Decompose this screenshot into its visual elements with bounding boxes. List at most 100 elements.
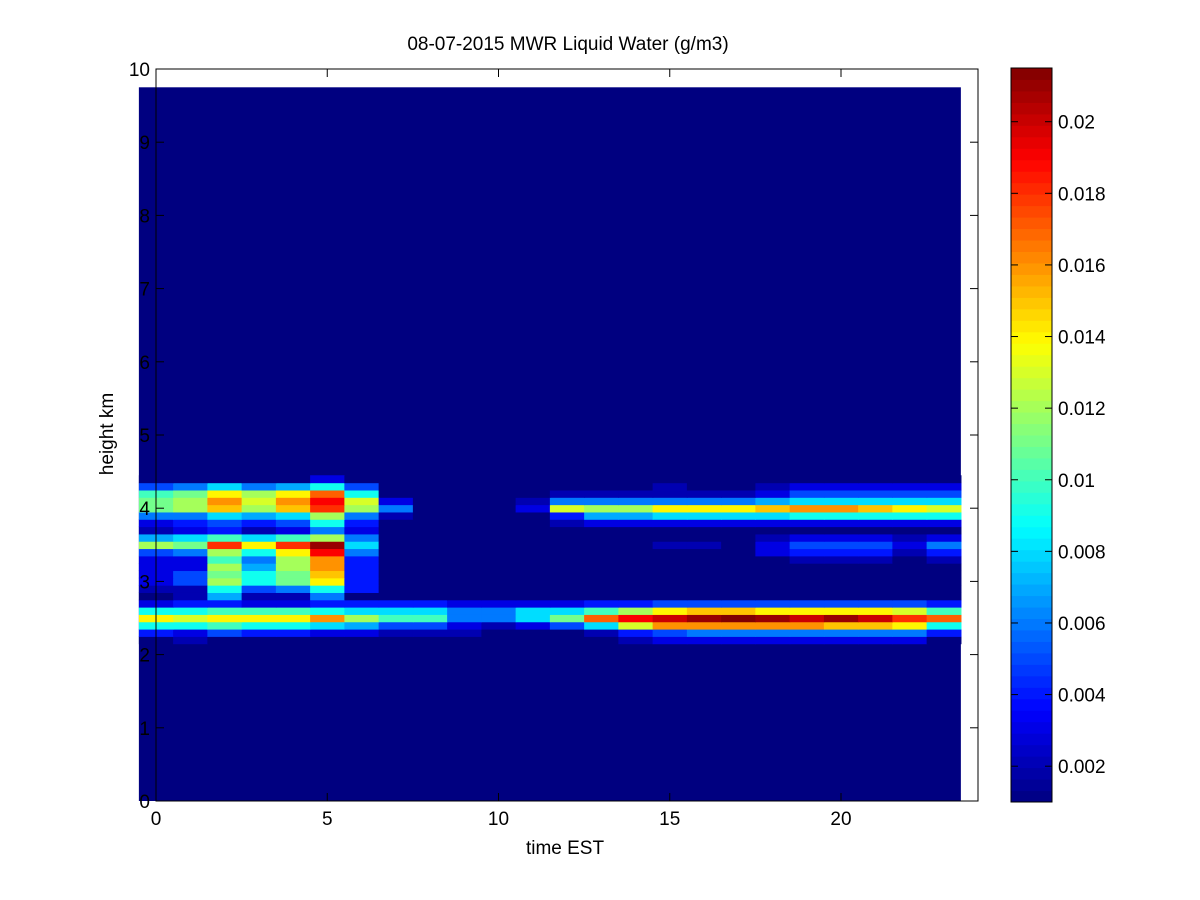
heatmap-cell bbox=[755, 511, 791, 520]
heatmap-cell bbox=[686, 563, 722, 572]
heatmap-cell bbox=[344, 541, 380, 550]
heatmap-cell bbox=[241, 607, 277, 615]
colorbar-band bbox=[1011, 389, 1052, 402]
heatmap-cell bbox=[755, 555, 791, 564]
heatmap-cell bbox=[926, 475, 962, 484]
heatmap-cell bbox=[721, 497, 756, 506]
heatmap-cell bbox=[344, 526, 380, 535]
heatmap-cell bbox=[378, 497, 414, 506]
heatmap-cell bbox=[447, 504, 482, 513]
heatmap-cell bbox=[412, 607, 448, 615]
heatmap-cell bbox=[755, 519, 791, 528]
heatmap-cell bbox=[686, 585, 722, 593]
heatmap-cell bbox=[823, 555, 859, 564]
heatmap-cell bbox=[926, 570, 962, 579]
y-tick-label: 2 bbox=[139, 646, 150, 667]
heatmap-cell bbox=[618, 592, 654, 601]
heatmap-cell bbox=[789, 519, 825, 528]
heatmap-cell bbox=[173, 628, 208, 637]
heatmap-cell bbox=[755, 475, 791, 484]
heatmap-cells bbox=[138, 87, 962, 802]
heatmap-cell bbox=[926, 592, 962, 601]
heatmap-cell bbox=[652, 475, 688, 484]
heatmap-cell bbox=[412, 585, 448, 593]
heatmap-cell bbox=[652, 497, 688, 506]
heatmap-cell bbox=[549, 482, 585, 491]
heatmap-cell bbox=[378, 548, 414, 557]
heatmap-cell bbox=[447, 497, 482, 506]
heatmap-cell bbox=[618, 585, 654, 593]
heatmap-cell bbox=[755, 482, 791, 491]
heatmap-cell bbox=[618, 541, 654, 550]
heatmap-cell bbox=[378, 577, 414, 586]
heatmap-background-field bbox=[138, 87, 961, 802]
heatmap-cell bbox=[618, 548, 654, 557]
heatmap-cell bbox=[618, 607, 654, 615]
heatmap-cell bbox=[755, 621, 791, 630]
heatmap-cell bbox=[584, 519, 619, 528]
colorbar-band bbox=[1011, 687, 1052, 700]
heatmap-cell bbox=[892, 607, 928, 615]
y-axis: 0 1 2 3 4 5 6 7 8 9 10 bbox=[129, 60, 978, 813]
colorbar-band bbox=[1011, 148, 1052, 161]
heatmap-cell bbox=[892, 482, 928, 491]
colorbar-band bbox=[1011, 113, 1052, 126]
heatmap-cell bbox=[310, 555, 345, 564]
heatmap-cell bbox=[652, 541, 688, 550]
heatmap-cell bbox=[618, 621, 654, 630]
heatmap-cell bbox=[652, 607, 688, 615]
heatmap-cell bbox=[721, 592, 756, 601]
heatmap-cell bbox=[310, 577, 345, 586]
heatmap-cell bbox=[241, 475, 277, 484]
heatmap-cell bbox=[173, 577, 208, 586]
heatmap-cell bbox=[275, 621, 311, 630]
heatmap-cell bbox=[618, 511, 654, 520]
heatmap-cell bbox=[755, 504, 791, 513]
heatmap-cell bbox=[207, 533, 243, 542]
heatmap-cell bbox=[686, 526, 722, 535]
heatmap-cell bbox=[412, 541, 448, 550]
heatmap-cell bbox=[481, 592, 517, 601]
colorbar-band bbox=[1011, 503, 1052, 516]
heatmap-cell bbox=[515, 533, 551, 542]
heatmap-cell bbox=[173, 511, 208, 520]
heatmap-cell bbox=[892, 585, 928, 593]
heatmap-cell bbox=[207, 577, 243, 586]
heatmap-cell bbox=[275, 592, 311, 601]
heatmap-cell bbox=[207, 607, 243, 615]
colorbar-band bbox=[1011, 515, 1052, 528]
heatmap-cell bbox=[823, 614, 859, 623]
colorbar-band bbox=[1011, 331, 1052, 344]
heatmap-cell bbox=[275, 599, 311, 608]
heatmap-cell bbox=[241, 555, 277, 564]
heatmap-cell bbox=[447, 563, 482, 572]
heatmap-cell bbox=[207, 482, 243, 491]
heatmap-cell bbox=[241, 482, 277, 491]
heatmap-cell bbox=[241, 614, 277, 623]
heatmap-cell bbox=[926, 585, 962, 593]
heatmap-cell bbox=[892, 548, 928, 557]
heatmap-cell bbox=[310, 489, 345, 498]
heatmap-cell bbox=[207, 636, 243, 645]
heatmap-cell bbox=[789, 497, 825, 506]
heatmap-cell bbox=[412, 533, 448, 542]
heatmap-cell bbox=[481, 497, 517, 506]
heatmap-cell bbox=[618, 533, 654, 542]
colorbar-band bbox=[1011, 423, 1052, 436]
heatmap-cell bbox=[686, 548, 722, 557]
heatmap-cell bbox=[378, 541, 414, 550]
heatmap-cell bbox=[721, 563, 756, 572]
heatmap-cell bbox=[310, 519, 345, 528]
heatmap-cell bbox=[858, 636, 893, 645]
heatmap-cell bbox=[549, 504, 585, 513]
heatmap-cell bbox=[173, 475, 208, 484]
heatmap-cell bbox=[310, 533, 345, 542]
heatmap-cell bbox=[755, 592, 791, 601]
heatmap-cell bbox=[892, 614, 928, 623]
heatmap-cell bbox=[686, 519, 722, 528]
heatmap-cell bbox=[447, 621, 482, 630]
heatmap-cell bbox=[515, 541, 551, 550]
y-tick-label: 6 bbox=[139, 353, 150, 374]
heatmap-cell bbox=[926, 504, 962, 513]
